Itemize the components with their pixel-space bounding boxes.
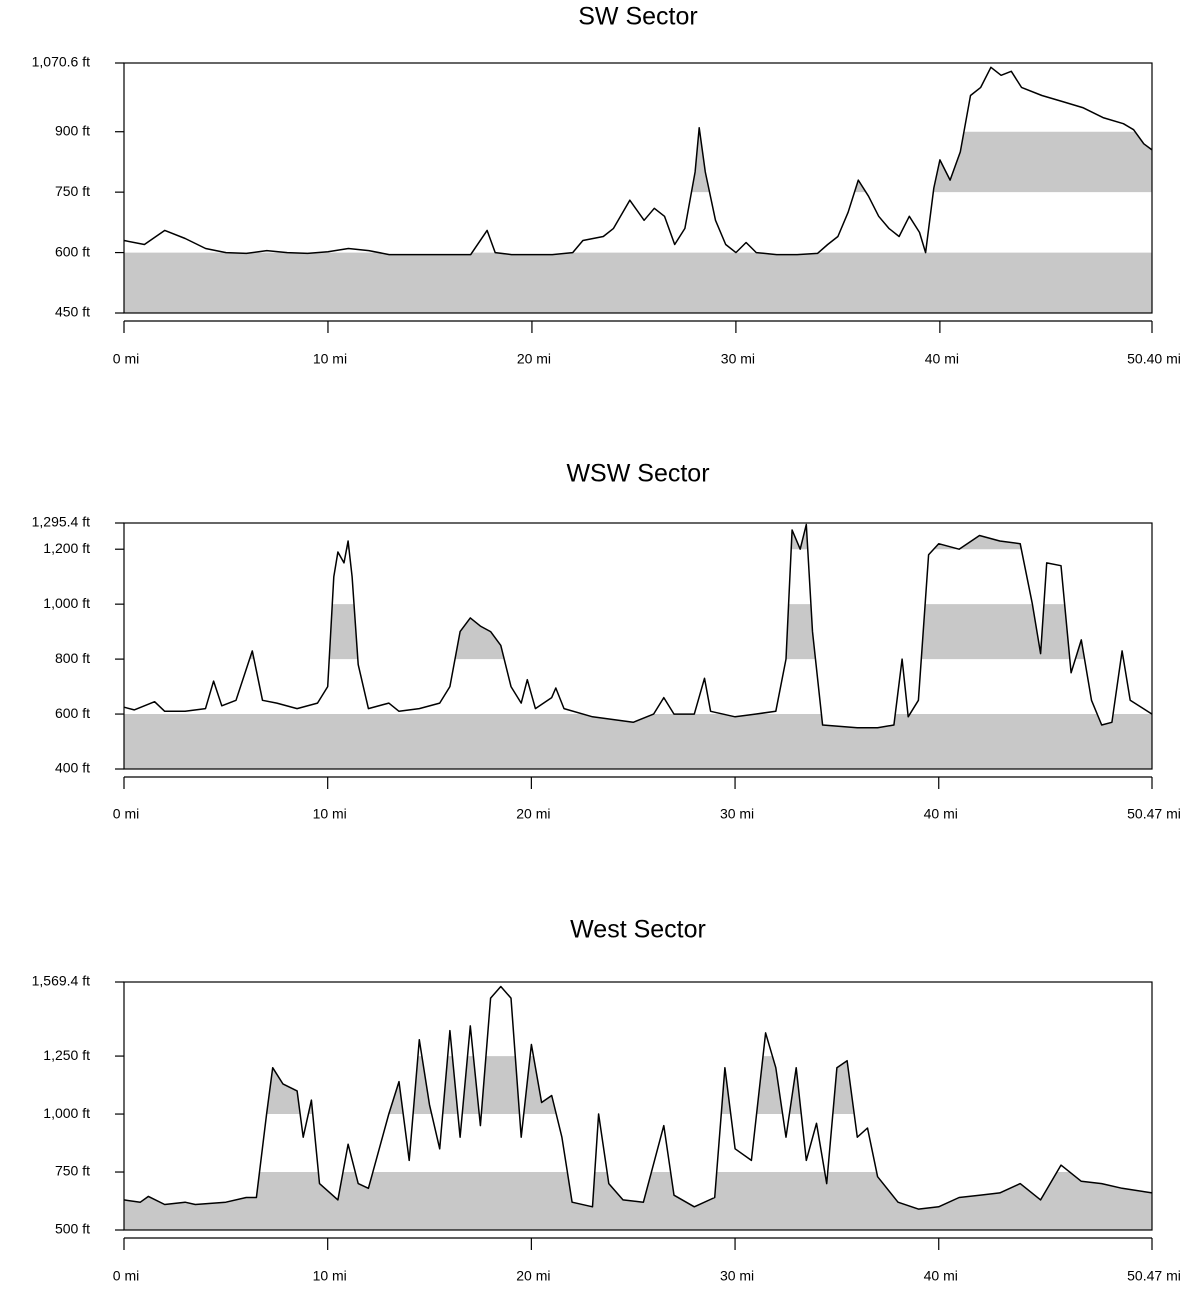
x-tick-label: 50.47 mi — [1127, 1268, 1181, 1284]
x-tick-label: 50.40 mi — [1127, 351, 1181, 367]
x-tick-label: 20 mi — [516, 806, 550, 822]
chart-title: WSW Sector — [566, 460, 709, 488]
x-tick-label: 30 mi — [721, 351, 755, 367]
x-tick-label: 10 mi — [313, 806, 347, 822]
y-tick-label: 1,000 ft — [43, 595, 90, 611]
band-fill — [124, 252, 1152, 313]
x-tick-label: 40 mi — [924, 1268, 958, 1284]
x-tick-label: 10 mi — [313, 1268, 347, 1284]
x-tick-label: 20 mi — [517, 351, 551, 367]
x-tick-label: 30 mi — [720, 806, 754, 822]
plot-frame — [123, 62, 1153, 314]
x-tick-label: 0 mi — [113, 351, 139, 367]
band-fill — [249, 604, 1124, 660]
plot-frame — [123, 522, 1153, 770]
y-tick-label: 1,569.4 ft — [32, 973, 90, 989]
x-tick-label: 50.47 mi — [1127, 806, 1181, 822]
x-tick-label: 40 mi — [925, 351, 959, 367]
y-tick-label: 400 ft — [55, 760, 90, 776]
y-tick-label: 500 ft — [55, 1221, 90, 1237]
y-tick-label: 1,070.6 ft — [32, 54, 90, 70]
chart-title: SW Sector — [578, 3, 697, 31]
x-tick-label: 30 mi — [720, 1268, 754, 1284]
x-tick-label: 40 mi — [924, 806, 958, 822]
y-tick-label: 900 ft — [55, 122, 90, 138]
x-tick-label: 0 mi — [113, 1268, 139, 1284]
y-tick-label: 1,200 ft — [43, 540, 90, 556]
x-tick-label: 0 mi — [113, 806, 139, 822]
band-fill — [124, 1172, 1152, 1230]
x-tick-label: 10 mi — [313, 351, 347, 367]
y-tick-label: 800 ft — [55, 650, 90, 666]
chart-title: West Sector — [570, 916, 706, 944]
y-tick-label: 750 ft — [55, 183, 90, 199]
band-fill — [691, 131, 1152, 193]
elevation-line — [123, 985, 1153, 1210]
x-tick-label: 20 mi — [516, 1268, 550, 1284]
y-tick-label: 600 ft — [55, 705, 90, 721]
y-tick-label: 1,250 ft — [43, 1047, 90, 1063]
y-tick-label: 450 ft — [55, 304, 90, 320]
y-tick-label: 1,295.4 ft — [32, 514, 90, 530]
y-tick-label: 600 ft — [55, 243, 90, 259]
band-fill — [124, 714, 1152, 769]
y-tick-label: 750 ft — [55, 1163, 90, 1179]
elevation-line — [123, 523, 1153, 729]
elevation-line — [123, 66, 1153, 256]
y-tick-label: 1,000 ft — [43, 1105, 90, 1121]
band-fill — [266, 1056, 855, 1115]
plot-frame — [123, 981, 1153, 1231]
